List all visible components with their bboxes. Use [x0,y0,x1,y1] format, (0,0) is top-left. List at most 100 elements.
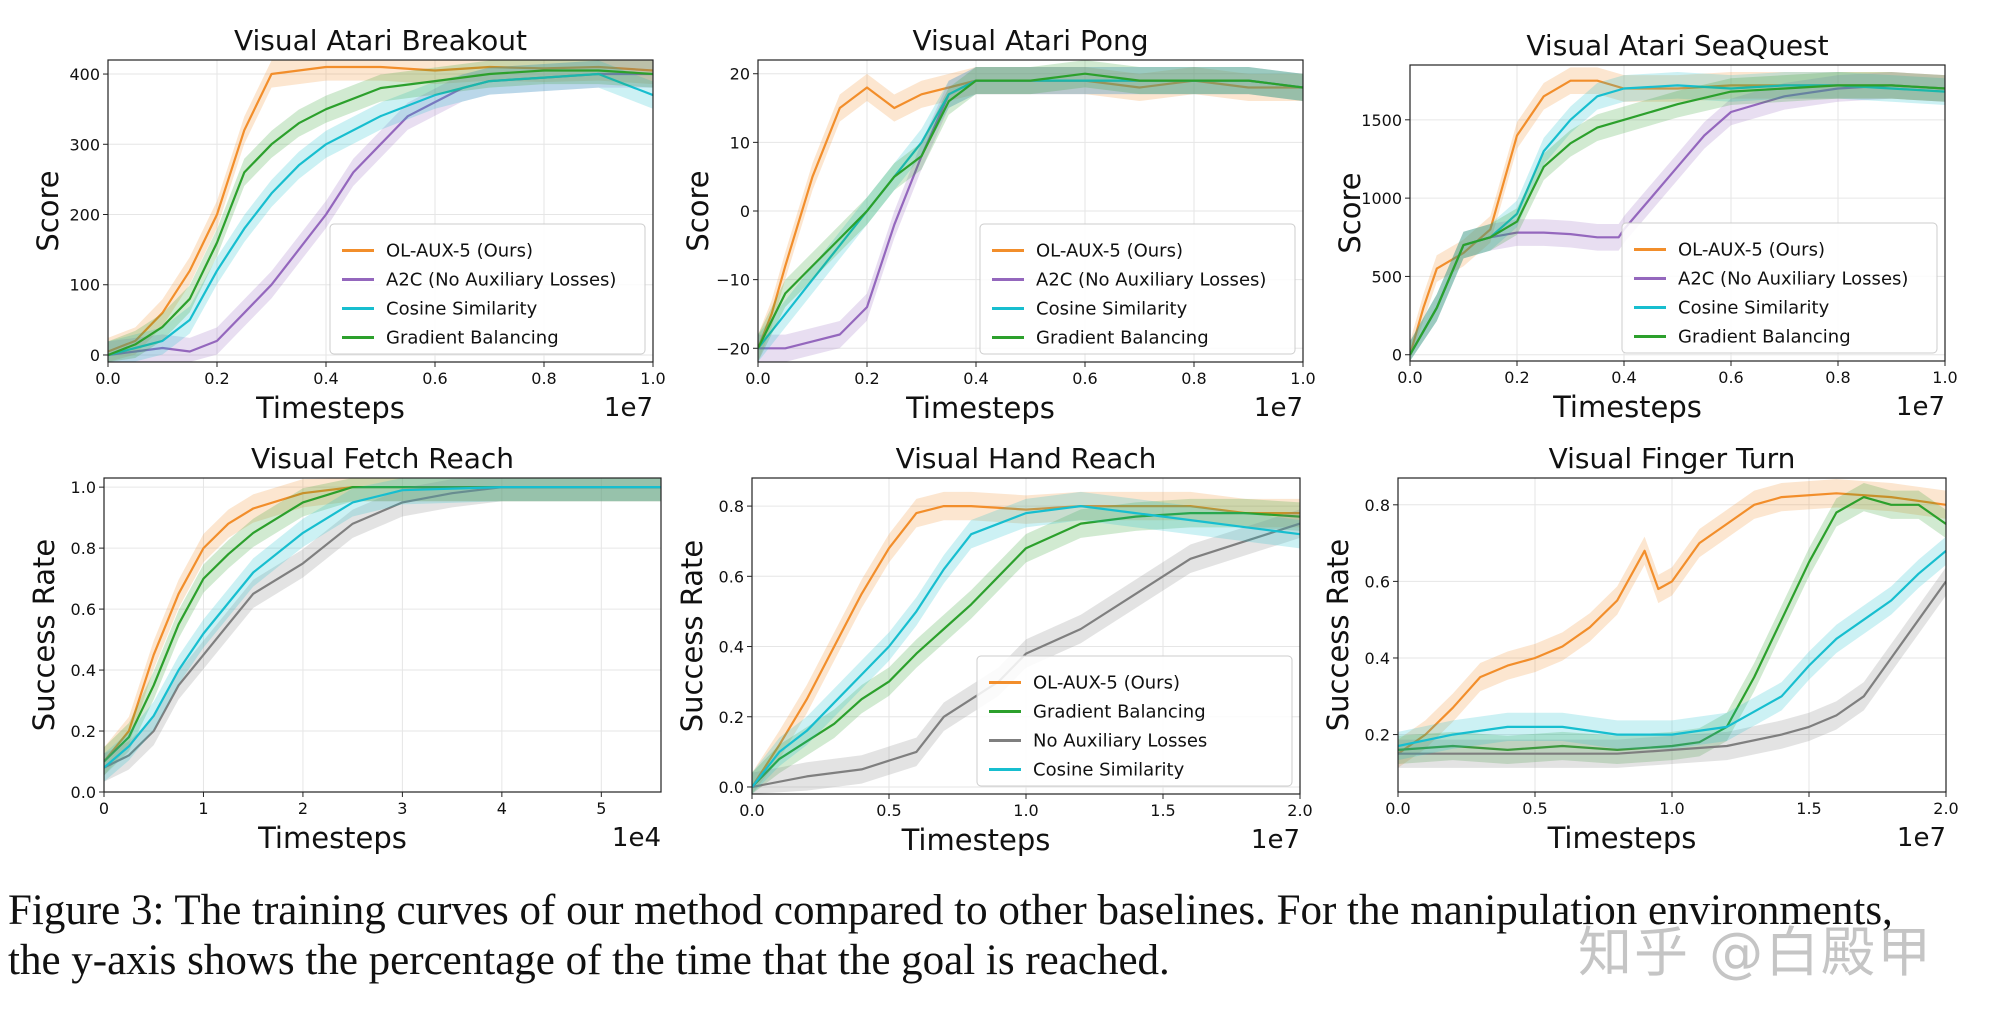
x-offset-label: 1e4 [612,823,661,853]
chart-panel-1: 0.0 0.2 0.4 0.6 0.8 1.0 0 100 200 300 400 Visual At… [31,24,666,425]
caption-line-1: Figure 3: The training curves of our met… [8,887,1893,934]
x-tick-label: 5 [596,799,606,818]
x-tick-label: 1.0 [1013,801,1038,820]
x-axis-label: Timesteps [905,391,1055,425]
series-band [752,491,1300,794]
x-tick-label: 0.6 [1718,368,1743,387]
legend-label: A2C (No Auxiliary Losses) [1678,269,1908,290]
legend-label: Gradient Balancing [1033,702,1206,723]
series-line [104,486,661,769]
x-axis-label: Timesteps [255,391,405,425]
legend-label: Cosine Similarity [1678,298,1830,319]
series-line [104,486,661,763]
legend-box [1621,222,1938,354]
chart-panel-3: 0.0 0.2 0.4 0.6 0.8 1.0 0 500 1000 1500 Visual Ata… [1333,29,1958,424]
series-band [108,60,653,362]
legend-label: Gradient Balancing [1036,328,1209,349]
series-band [1410,72,1945,361]
y-axis-label: Score [1333,172,1367,253]
x-axis-label: Timesteps [1552,390,1702,424]
x-axis-label: Timesteps [1547,821,1697,855]
y-axis-label: Success Rate [675,540,709,732]
series-line [1398,549,1946,748]
series-line [752,505,1300,788]
series-line [104,486,661,769]
legend-label: OL-AUX-5 (Ours) [386,241,533,262]
series-line [108,69,653,357]
x-offset-label: 1e7 [1251,825,1300,855]
x-tick-label: 0.0 [95,369,120,388]
series-line [1398,580,1946,755]
legend-label: A2C (No Auxiliary Losses) [1036,270,1266,291]
x-offset-label: 1e7 [1254,393,1303,423]
x-tick-label: 3 [397,799,407,818]
legend: OL-AUX-5 (Ours) A2C (No Auxiliary Losses)… [329,223,646,355]
x-tick-label: 0.2 [1504,368,1529,387]
series-line [1410,84,1945,356]
legend-label: OL-AUX-5 (Ours) [1036,241,1183,262]
x-tick-label: 0.2 [204,369,229,388]
series-line [1398,492,1946,755]
legend-label: A2C (No Auxiliary Losses) [386,270,616,291]
series-line [752,505,1300,788]
series-band [752,509,1300,794]
plot-frame [1409,64,1946,362]
x-tick-label: 0.4 [313,369,338,388]
chart-panel-4: 0 1 2 3 4 5 0.0 0.2 0.4 0.6 0.8 1.0 Visual Fetch Rea… [27,442,662,855]
y-tick-label: 0.8 [719,497,744,516]
y-axis-label: Success Rate [1321,539,1355,731]
legend: OL-AUX-5 (Ours) Gradient Balancing No Auxi… [976,655,1293,787]
series-band [758,67,1303,362]
x-tick-label: 2 [298,799,308,818]
series-line [104,486,661,763]
x-tick-label: 2.0 [1287,801,1312,820]
x-tick-label: 1.0 [1932,368,1957,387]
series-band [104,478,661,782]
x-offset-label: 1e7 [1897,823,1946,853]
y-tick-label: 0 [90,346,100,365]
chart-title: Visual Atari SeaQuest [1526,29,1828,62]
y-tick-label: 0.6 [71,600,96,619]
y-tick-label: 200 [69,206,100,225]
legend-label: Cosine Similarity [386,299,538,320]
y-tick-label: 0.4 [1365,649,1390,668]
y-tick-label: −20 [716,339,750,358]
chart-title: Visual Atari Pong [912,24,1148,57]
series-band [104,478,661,782]
x-tick-label: 0.8 [1181,369,1206,388]
x-tick-label: 0.6 [1072,369,1097,388]
legend-label: Cosine Similarity [1033,760,1185,781]
series-line [1398,496,1946,752]
y-axis-label: Score [681,170,715,251]
x-tick-label: 0.0 [1397,368,1422,387]
chart-title: Visual Hand Reach [896,442,1157,475]
series-band [1398,483,1946,765]
series-line [752,511,1300,788]
x-tick-label: 1 [198,799,208,818]
y-tick-label: 0 [1392,346,1402,365]
y-tick-label: 0.0 [71,783,96,802]
legend-label: Gradient Balancing [386,328,559,349]
y-tick-label: 0.0 [719,778,744,797]
x-tick-label: 0.5 [876,801,901,820]
figure-caption: Figure 3: The training curves of our met… [8,886,1998,986]
x-tick-label: 0 [99,799,109,818]
y-tick-label: 10 [730,133,750,152]
y-axis-label: Success Rate [27,539,61,731]
series-band [758,67,1303,362]
series-line [108,72,653,357]
x-tick-label: 0.0 [739,801,764,820]
y-tick-label: 0.8 [71,539,96,558]
y-tick-label: 0.4 [71,661,96,680]
legend-box [979,223,1296,355]
x-tick-label: 0.4 [963,369,988,388]
x-tick-label: 1.5 [1150,801,1175,820]
legend: OL-AUX-5 (Ours) A2C (No Auxiliary Losses)… [979,223,1296,355]
x-offset-label: 1e7 [604,393,653,423]
series-band [752,491,1300,794]
series-band [758,67,1303,362]
watermark-text: 知乎 @白殿甲 [1578,921,1934,984]
legend-label: No Auxiliary Losses [1033,731,1207,752]
legend: OL-AUX-5 (Ours) A2C (No Auxiliary Losses)… [1621,222,1938,354]
